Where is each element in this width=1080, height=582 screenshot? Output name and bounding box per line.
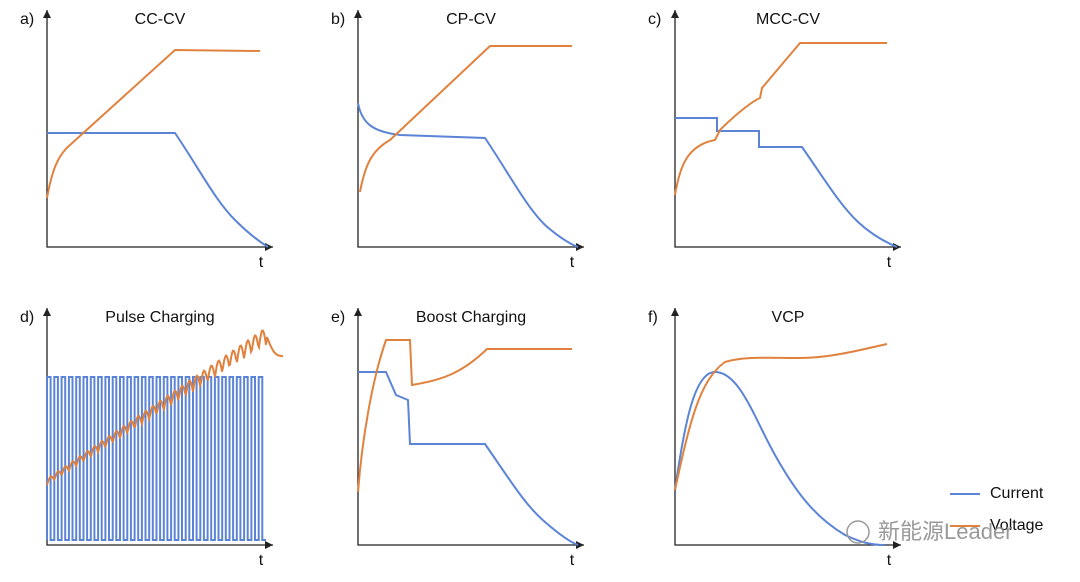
voltage-curve bbox=[46, 48, 261, 199]
voltage-curve bbox=[46, 329, 284, 486]
panel-title: MCC-CV bbox=[756, 11, 820, 28]
panel-label: b) bbox=[331, 11, 345, 28]
panel-title: CP-CV bbox=[446, 11, 496, 28]
axis-label: t bbox=[259, 552, 264, 569]
current-curve bbox=[675, 117, 898, 248]
panel-label: a) bbox=[20, 11, 34, 28]
panel-title: Boost Charging bbox=[416, 309, 526, 326]
voltage-curve bbox=[674, 343, 888, 491]
arrow bbox=[354, 308, 584, 549]
axis-label: t bbox=[570, 254, 575, 271]
axis bbox=[674, 308, 901, 546]
axis-label: t bbox=[259, 254, 264, 271]
axis bbox=[674, 10, 901, 248]
legend-label: Current bbox=[990, 485, 1044, 502]
axis-label: t bbox=[887, 552, 892, 569]
arrow bbox=[43, 10, 273, 251]
panel-title: CC-CV bbox=[135, 11, 186, 28]
current-curve bbox=[357, 102, 579, 248]
panel-label: f) bbox=[648, 309, 658, 326]
axis-label: t bbox=[570, 552, 575, 569]
axis bbox=[46, 10, 273, 248]
axis bbox=[357, 308, 584, 546]
axis-label: t bbox=[887, 254, 892, 271]
voltage-curve bbox=[674, 42, 887, 196]
panel-label: c) bbox=[648, 11, 661, 28]
arrow bbox=[43, 308, 273, 549]
axis bbox=[357, 10, 584, 248]
panel-title: VCP bbox=[772, 309, 805, 326]
current-curve bbox=[674, 370, 886, 546]
panel-label: d) bbox=[20, 309, 34, 326]
voltage-curve bbox=[357, 339, 572, 493]
watermark: 新能源Leader bbox=[878, 519, 1013, 544]
current-pulses bbox=[46, 376, 266, 541]
panel-label: e) bbox=[331, 309, 345, 326]
legend-label: Voltage bbox=[990, 517, 1043, 534]
arrow bbox=[671, 308, 901, 549]
current-curve bbox=[47, 132, 269, 248]
current-curve bbox=[358, 371, 579, 546]
voltage-curve bbox=[359, 45, 572, 193]
panel-title: Pulse Charging bbox=[105, 309, 214, 326]
watermark-icon bbox=[846, 520, 870, 544]
arrow bbox=[671, 10, 901, 251]
